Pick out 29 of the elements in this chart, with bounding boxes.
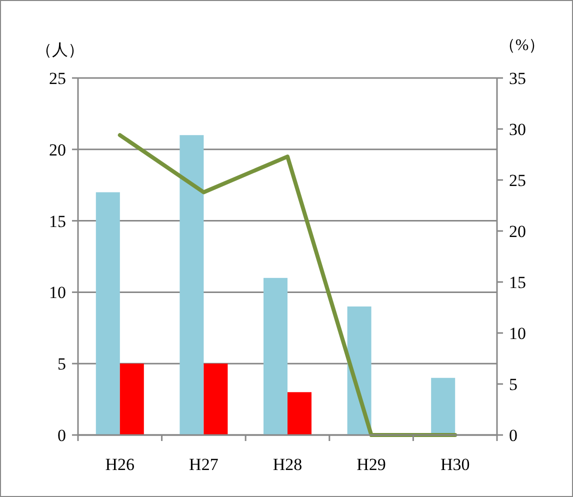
bar xyxy=(96,192,120,435)
y2-tick-label: 35 xyxy=(509,69,526,88)
y-tick-label: 20 xyxy=(49,140,66,160)
y2-axis-title: （%） xyxy=(499,37,545,54)
x-tick-label: H30 xyxy=(440,455,470,474)
y-axis-title: （人） xyxy=(36,42,84,59)
y-tick-label: 0 xyxy=(58,426,66,445)
y2-tick-label: 5 xyxy=(509,375,518,394)
line-series xyxy=(118,133,458,437)
y2-tick-label: 30 xyxy=(509,120,526,139)
y-tick-label: 5 xyxy=(58,354,66,374)
y2-tick-label: 10 xyxy=(509,324,526,343)
x-tick-label: H28 xyxy=(272,455,302,474)
y2-tick-label: 0 xyxy=(509,426,518,445)
bar xyxy=(264,278,288,435)
x-tick-label: H29 xyxy=(356,455,386,474)
bar xyxy=(120,364,144,435)
x-tick-label: H27 xyxy=(189,455,219,474)
x-tick-label: H26 xyxy=(105,455,135,474)
bar xyxy=(180,135,204,435)
y-tick-label: 15 xyxy=(49,212,66,231)
y2-tick-label: 25 xyxy=(509,171,526,190)
y-tick-label: 10 xyxy=(49,283,66,302)
y-tick-label: 25 xyxy=(49,69,66,88)
bar xyxy=(288,392,312,435)
y2-tick-label: 20 xyxy=(509,222,526,241)
bar xyxy=(431,378,456,435)
y2-tick-label: 15 xyxy=(509,273,526,292)
bar xyxy=(204,364,228,435)
